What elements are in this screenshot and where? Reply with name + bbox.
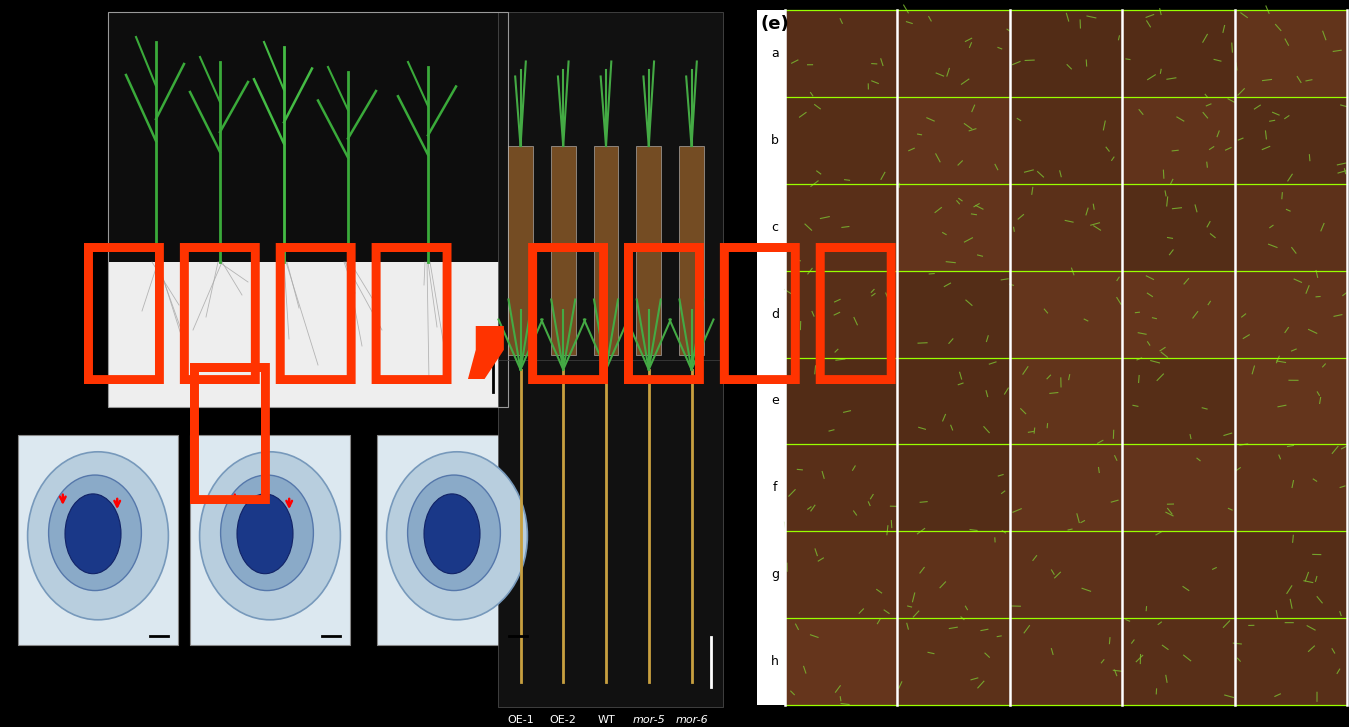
Bar	[897, 184, 1010, 270]
Text: mor-5: mor-5	[1160, 715, 1197, 727]
Bar	[1010, 97, 1122, 184]
Bar	[108, 12, 509, 407]
Bar	[594, 146, 618, 355]
Bar	[785, 358, 897, 444]
Bar	[108, 12, 509, 262]
Ellipse shape	[387, 451, 527, 620]
Ellipse shape	[237, 494, 293, 574]
Text: 天文资讯,天文资讯: 天文资讯,天文资讯	[76, 235, 904, 390]
Text: h: h	[772, 655, 780, 668]
Text: OE-1: OE-1	[826, 715, 857, 727]
Text: f: f	[773, 481, 777, 494]
Ellipse shape	[424, 494, 480, 574]
Ellipse shape	[49, 475, 142, 590]
Bar	[1010, 618, 1122, 705]
Bar	[897, 97, 1010, 184]
Bar	[1122, 97, 1234, 184]
Text: c: c	[772, 221, 778, 233]
Bar	[1122, 531, 1234, 618]
Bar	[757, 10, 785, 705]
Text: b: b	[772, 134, 780, 147]
Text: WT: WT	[260, 653, 281, 666]
Bar	[679, 146, 704, 355]
Ellipse shape	[200, 451, 340, 620]
Bar	[785, 531, 897, 618]
Bar	[108, 262, 509, 407]
Ellipse shape	[407, 475, 500, 590]
Bar	[1122, 618, 1234, 705]
Bar	[637, 146, 661, 355]
Text: OE-2: OE-2	[939, 715, 969, 727]
Text: mor-6: mor-6	[674, 715, 708, 725]
Bar	[1234, 531, 1348, 618]
Bar	[1122, 10, 1234, 97]
Text: mor-5: mor-5	[633, 715, 665, 725]
Bar	[1234, 270, 1348, 358]
Bar	[550, 146, 576, 355]
Bar	[1122, 444, 1234, 531]
Text: OE-2: OE-2	[205, 415, 235, 428]
Bar	[785, 618, 897, 705]
Text: d: d	[772, 308, 780, 321]
Text: mor-5: mor-5	[329, 415, 367, 428]
Bar	[897, 10, 1010, 97]
Bar	[1234, 618, 1348, 705]
Ellipse shape	[65, 494, 121, 574]
Text: e: e	[772, 395, 780, 407]
Text: mor-6: mor-6	[438, 653, 475, 666]
Bar	[1010, 444, 1122, 531]
Bar	[1234, 10, 1348, 97]
Text: ，: ，	[182, 355, 278, 510]
Bar	[1234, 444, 1348, 531]
Text: WT: WT	[1056, 715, 1077, 727]
Bar	[785, 184, 897, 270]
Bar	[897, 618, 1010, 705]
Bar	[376, 435, 537, 645]
Bar	[190, 435, 349, 645]
Bar	[1122, 184, 1234, 270]
Bar	[897, 531, 1010, 618]
Bar	[1234, 184, 1348, 270]
Bar	[1010, 531, 1122, 618]
Ellipse shape	[221, 475, 313, 590]
Bar	[509, 146, 533, 355]
Bar	[897, 270, 1010, 358]
Bar	[785, 97, 897, 184]
Text: OE-1: OE-1	[140, 415, 171, 428]
Bar	[1122, 358, 1234, 444]
Bar	[18, 435, 178, 645]
Bar	[1234, 358, 1348, 444]
Text: OE-1: OE-1	[82, 653, 113, 666]
Text: OE-1: OE-1	[507, 715, 534, 725]
Bar	[1010, 270, 1122, 358]
Bar	[1010, 184, 1122, 270]
Text: WT: WT	[274, 415, 294, 428]
Text: (e): (e)	[759, 15, 789, 33]
Text: mor-6: mor-6	[1272, 715, 1309, 727]
Bar	[897, 358, 1010, 444]
Bar	[1122, 270, 1234, 358]
Ellipse shape	[27, 451, 169, 620]
Bar	[785, 270, 897, 358]
Text: WT: WT	[598, 715, 615, 725]
Text: a: a	[772, 47, 780, 60]
Text: g: g	[772, 569, 780, 581]
Bar	[1234, 97, 1348, 184]
Bar	[498, 12, 723, 707]
Text: OE-2: OE-2	[550, 715, 576, 725]
Bar	[1010, 10, 1122, 97]
Bar	[897, 444, 1010, 531]
Bar	[785, 10, 897, 97]
Bar	[1010, 358, 1122, 444]
Text: mor-6: mor-6	[410, 415, 447, 428]
Bar	[785, 444, 897, 531]
